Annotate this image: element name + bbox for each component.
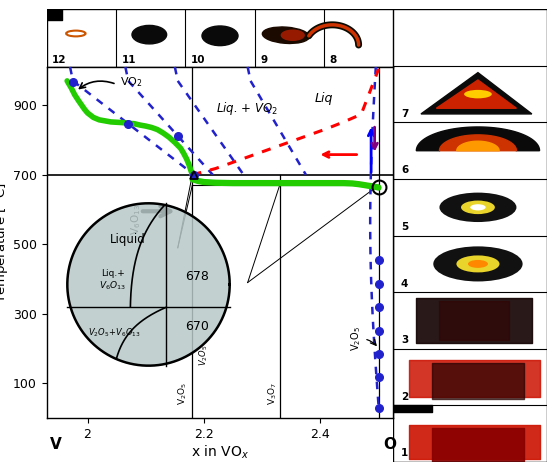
Text: 7: 7 [401, 109, 408, 119]
Text: 6: 6 [401, 165, 408, 176]
Ellipse shape [464, 90, 492, 98]
Ellipse shape [468, 260, 488, 268]
Text: $V_2O_5$+$V_6O_{13}$: $V_2O_5$+$V_6O_{13}$ [88, 327, 141, 340]
Text: 678: 678 [185, 270, 209, 283]
Text: 4: 4 [401, 279, 408, 289]
Text: 9: 9 [260, 55, 267, 65]
Text: 8: 8 [329, 55, 337, 65]
Text: V$_2$O$_5$: V$_2$O$_5$ [350, 326, 364, 351]
Ellipse shape [461, 201, 495, 214]
Text: Liq.+
$V_6O_{13}$: Liq.+ $V_6O_{13}$ [100, 269, 126, 292]
Text: Liq: Liq [315, 92, 333, 105]
Text: Liq. + VO$_2$: Liq. + VO$_2$ [216, 99, 278, 116]
Text: V: V [50, 437, 62, 452]
Text: O: O [383, 437, 397, 452]
Text: 3: 3 [401, 335, 408, 345]
Text: $V_2O_5$: $V_2O_5$ [197, 344, 210, 366]
Ellipse shape [439, 193, 516, 222]
Ellipse shape [470, 204, 486, 210]
Polygon shape [416, 127, 540, 151]
Text: V$_6$O$_{13}$: V$_6$O$_{13}$ [129, 204, 143, 236]
Text: 10: 10 [191, 55, 205, 65]
Text: V$_3$O$_7$: V$_3$O$_7$ [266, 382, 278, 405]
Polygon shape [67, 203, 230, 365]
Text: 670: 670 [185, 320, 209, 333]
Ellipse shape [456, 255, 499, 273]
Polygon shape [421, 73, 532, 114]
Y-axis label: Temperature [$^\circ$C]: Temperature [$^\circ$C] [0, 182, 10, 303]
X-axis label: x in VO$_x$: x in VO$_x$ [191, 444, 249, 461]
Ellipse shape [280, 30, 305, 41]
Ellipse shape [262, 27, 309, 43]
Text: Liquid: Liquid [111, 233, 146, 246]
Text: 1: 1 [401, 448, 408, 458]
Text: V$_2$O$_5$: V$_2$O$_5$ [177, 382, 189, 405]
Polygon shape [456, 141, 499, 151]
Polygon shape [436, 80, 516, 108]
Ellipse shape [433, 246, 522, 281]
Text: 5: 5 [401, 222, 408, 232]
Ellipse shape [202, 26, 238, 46]
Text: VO$_2$: VO$_2$ [119, 75, 142, 89]
Text: 11: 11 [122, 55, 136, 65]
Text: 2: 2 [401, 392, 408, 402]
Ellipse shape [132, 25, 167, 44]
Text: 12: 12 [52, 55, 67, 65]
Polygon shape [439, 135, 516, 151]
